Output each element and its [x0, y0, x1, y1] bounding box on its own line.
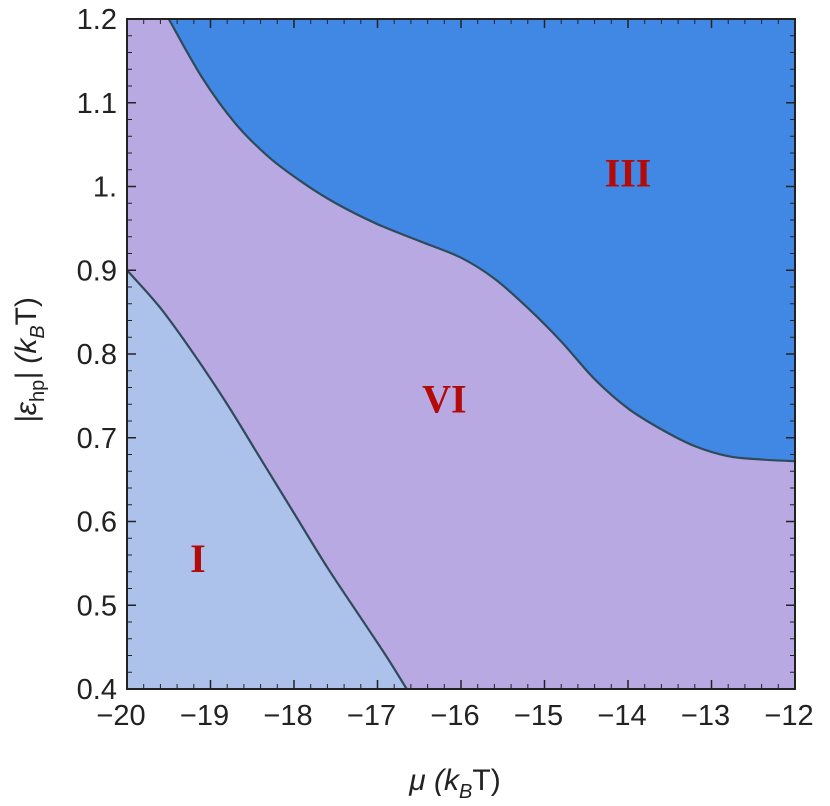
x-tick-label: −15 — [514, 700, 563, 732]
x-tick-label: −12 — [764, 700, 813, 732]
region-labels-layer: I VI III — [190, 151, 651, 581]
x-tick-label: −16 — [430, 700, 479, 732]
y-tick-label: 1.2 — [77, 4, 117, 36]
y-tick-label: 0.4 — [77, 674, 117, 706]
region-iii-area — [168, 19, 795, 462]
x-axis-label: μ (kBT) — [408, 764, 500, 803]
x-tick-label: −17 — [347, 700, 396, 732]
x-tick-label: −19 — [180, 700, 229, 732]
ticks-layer: −20 −19 −18 −17 −16 −15 −14 −13 −12 0.4 0.5 0.6 0.7 0… — [77, 4, 814, 732]
y-tick-label: 0.7 — [77, 423, 117, 455]
region-label-iii: III — [605, 151, 652, 196]
y-tick-label: 1. — [93, 172, 117, 204]
y-tick-label: 0.9 — [77, 255, 117, 287]
x-tick-label: −14 — [597, 700, 646, 732]
region-label-i: I — [190, 536, 206, 581]
boundary-vi-iii — [167, 18, 796, 463]
y-tick-label: 0.5 — [77, 590, 117, 622]
y-tick-label: 0.8 — [77, 339, 117, 371]
y-axis-label: |εhp| (kBT) — [10, 297, 49, 423]
boundaries-layer — [126, 18, 796, 690]
y-tick-label: 1.1 — [77, 88, 117, 120]
x-tick-label: −20 — [96, 700, 145, 732]
regions-layer — [127, 19, 795, 689]
region-label-vi: VI — [422, 377, 466, 422]
x-tick-label: −18 — [263, 700, 312, 732]
region-i-area — [127, 270, 407, 689]
boundary-i-vi — [126, 269, 408, 690]
y-tick-label: 0.6 — [77, 507, 117, 539]
x-tick-label: −13 — [681, 700, 730, 732]
